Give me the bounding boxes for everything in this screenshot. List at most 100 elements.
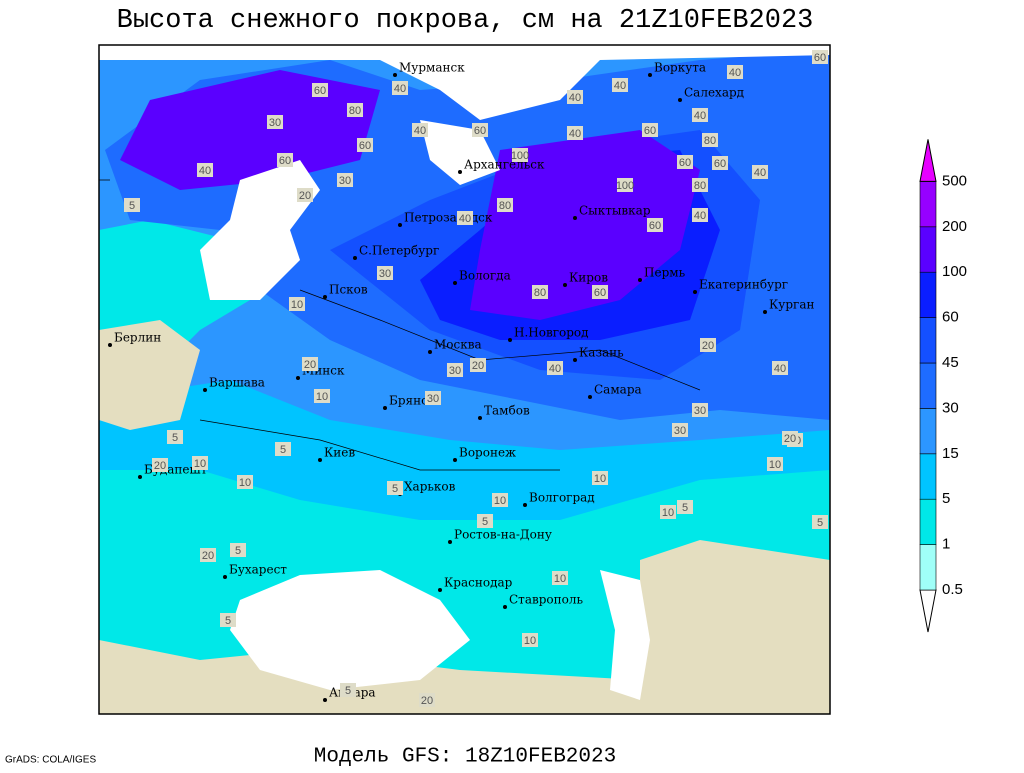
city-label: Ставрополь — [509, 593, 583, 607]
contour-label-bg — [547, 361, 563, 375]
contour-label: 30 — [379, 268, 391, 280]
city-label: Воронеж — [459, 446, 516, 460]
contour-label: 80 — [534, 287, 546, 299]
city-dot — [448, 540, 452, 544]
contour-label: 40 — [754, 167, 766, 179]
contour-label: 30 — [427, 393, 439, 405]
contour-label-bg — [337, 173, 353, 187]
colorbar-band — [919, 226, 937, 273]
contour-label: 10 — [662, 507, 674, 519]
city-dot — [383, 406, 387, 410]
contour-label-bg — [612, 78, 628, 92]
contour-label-bg — [447, 363, 463, 377]
title: Высота снежного покрова, см на 21Z10FEB2… — [117, 6, 814, 36]
contour-label: 60 — [814, 52, 826, 64]
colorbar-end — [919, 139, 937, 182]
city-dot — [393, 73, 397, 77]
contour-label: 10 — [594, 473, 606, 485]
contour-label-bg — [277, 153, 293, 167]
contour-label-bg — [297, 188, 313, 202]
contour-label-bg — [812, 50, 828, 64]
contour-label: 10 — [554, 573, 566, 585]
contour-label: 60 — [649, 220, 661, 232]
city-label: Краснодар — [444, 576, 513, 590]
sea — [600, 570, 650, 700]
contour-label: 5 — [235, 545, 241, 557]
contour-label-bg — [752, 165, 768, 179]
colorbar-label: 1 — [942, 536, 950, 553]
contour-label: 5 — [225, 615, 231, 627]
contour-label: 40 — [569, 92, 581, 104]
contour-label: 40 — [694, 110, 706, 122]
city-label: Брянск — [389, 394, 436, 408]
contour-label: 10 — [769, 459, 781, 471]
city-label: Курган — [769, 298, 814, 312]
colorbar-label: 5 — [942, 490, 950, 507]
contour-label-bg — [314, 389, 330, 403]
city-label: Сыктывкар — [579, 204, 651, 218]
city-dot — [638, 278, 642, 282]
city-dot — [138, 475, 142, 479]
contour-label-bg — [712, 156, 728, 170]
city-label: Екатеринбург — [699, 278, 788, 292]
city-dot — [678, 98, 682, 102]
city-dot — [573, 358, 577, 362]
city-label: Салехард — [684, 86, 744, 100]
contour-label: 5 — [482, 516, 488, 528]
no-snow — [640, 540, 830, 714]
city-label: Харьков — [404, 480, 456, 494]
contour-label: 5 — [682, 502, 688, 514]
contour-label-bg — [692, 178, 708, 192]
city-dot — [523, 503, 527, 507]
city-label: Казань — [579, 346, 624, 360]
contour-label-bg — [497, 198, 513, 212]
contour-label-bg — [347, 103, 363, 117]
contour-label-bg — [192, 456, 208, 470]
contour-label-bg — [492, 493, 508, 507]
contour-label: 10 — [291, 299, 303, 311]
city-dot — [438, 588, 442, 592]
city-dot — [693, 290, 697, 294]
contour-label: 60 — [679, 157, 691, 169]
city-label: Псков — [329, 283, 368, 297]
map — [98, 44, 831, 715]
city-label: Н.Новгород — [514, 326, 589, 340]
city-label: Вологда — [459, 269, 511, 283]
contour-label-bg — [124, 198, 140, 212]
contour-label-bg — [230, 543, 246, 557]
colorbar-label: 100 — [942, 263, 967, 280]
contour-label: 10 — [194, 458, 206, 470]
subtitle: Модель GFS: 18Z10FEB2023 — [314, 746, 616, 768]
contour-label: 10 — [239, 477, 251, 489]
contour-label-bg — [387, 481, 403, 495]
contour-label-bg — [772, 361, 788, 375]
contour-label: 60 — [594, 287, 606, 299]
contour-label: 20 — [304, 359, 316, 371]
contour-label-bg — [592, 285, 608, 299]
contour-label: 80 — [349, 105, 361, 117]
colorbar-label: 15 — [942, 445, 959, 462]
snow-area — [120, 70, 380, 190]
city-label: Волгоград — [529, 491, 595, 505]
city-dot — [108, 343, 112, 347]
contour-label-bg — [692, 403, 708, 417]
contour-label: 20 — [299, 190, 311, 202]
contour-label: 5 — [345, 685, 351, 697]
contour-label: 100 — [616, 180, 634, 192]
contour-label-bg — [672, 423, 688, 437]
contour-label: 40 — [774, 363, 786, 375]
contour-label-bg — [477, 514, 493, 528]
credit: GrADS: COLA/IGES — [5, 755, 96, 766]
city-label: Самара — [594, 383, 642, 397]
contour-label-bg — [552, 571, 568, 585]
city-dot — [318, 458, 322, 462]
colorbar-band — [919, 544, 937, 591]
city-label: Ростов-на-Дону — [454, 528, 552, 542]
colorbar-band — [919, 408, 937, 455]
contour-label-bg — [617, 178, 633, 192]
contour-label-bg — [660, 505, 676, 519]
contour-label: 80 — [704, 135, 716, 147]
city-dot — [203, 388, 207, 392]
city-label: Киров — [569, 271, 608, 285]
